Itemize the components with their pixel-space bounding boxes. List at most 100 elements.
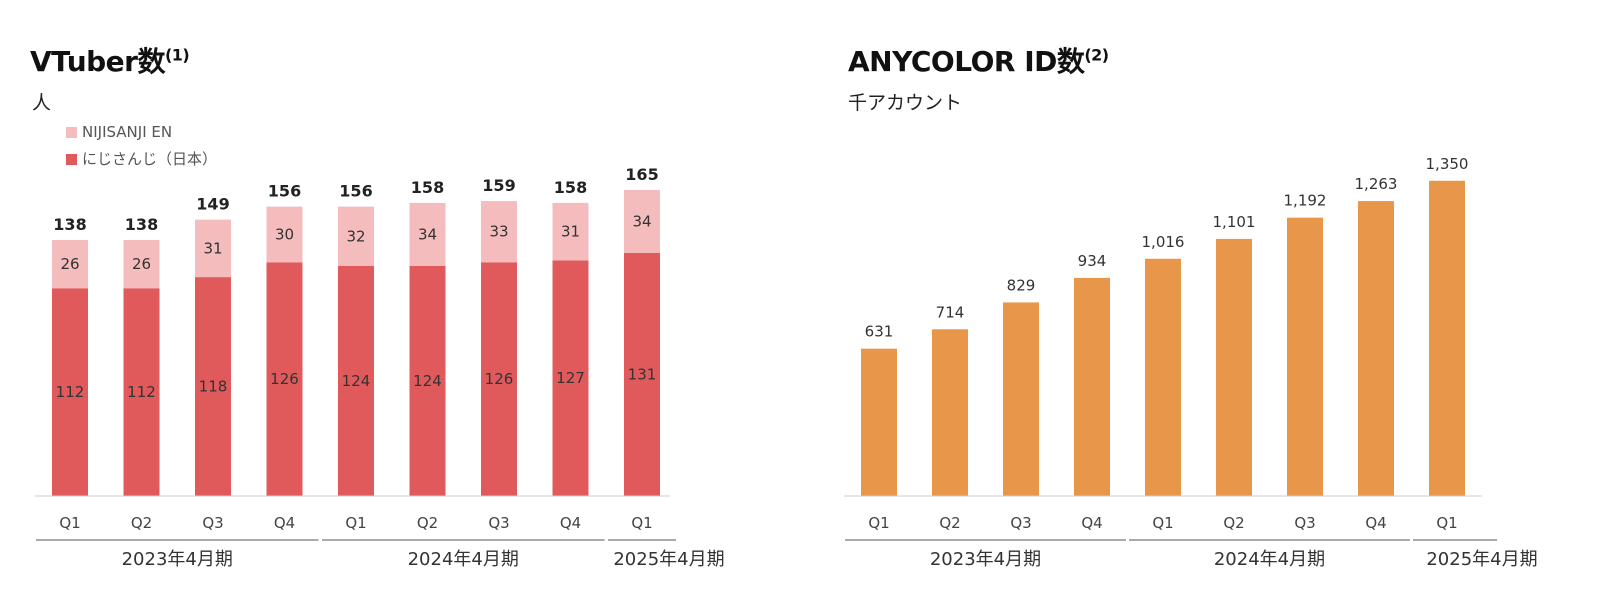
data-label-en: 26: [132, 255, 151, 273]
data-label-en: 31: [561, 223, 580, 241]
anycolor-chart-title: ANYCOLOR ID数(2): [848, 40, 1109, 80]
total-label: 149: [196, 195, 229, 214]
bar-nijisanji-jp: [338, 265, 374, 496]
x-tick-label: Q3: [1010, 514, 1031, 532]
data-label-en: 31: [203, 239, 222, 257]
data-label-jp: 118: [199, 378, 228, 396]
bar-nijisanji-en: [52, 240, 88, 289]
total-label: 156: [268, 182, 301, 201]
x-tick-label: Q3: [1294, 514, 1315, 532]
vtuber-chart-title: VTuber数(1): [30, 40, 190, 80]
bar-anycolor-id: [1074, 277, 1110, 496]
legend-label-en: NIJISANJI EN: [82, 123, 173, 141]
data-label-jp: 112: [56, 383, 85, 401]
x-tick-label: Q4: [274, 514, 295, 532]
data-label-en: 30: [275, 225, 294, 243]
period-label: 2023年4月期: [122, 549, 233, 570]
total-label: 159: [482, 176, 515, 195]
vtuber-title-note: (1): [164, 45, 190, 65]
data-label: 631: [865, 323, 894, 341]
legend-item-nijisanji-jp: にじさんじ（日本）: [66, 148, 217, 169]
period-label: 2025年4月期: [613, 549, 724, 570]
bar-anycolor-id: [1358, 201, 1394, 497]
bar-nijisanji-jp: [52, 288, 88, 496]
anycolor-title-note: (2): [1084, 45, 1109, 65]
bar-nijisanji-en: [481, 201, 517, 263]
data-label-jp: 131: [628, 365, 657, 383]
legend-swatch-jp: [66, 154, 77, 165]
bar-nijisanji-en: [552, 202, 589, 261]
period-label: 2023年4月期: [930, 549, 1041, 570]
vtuber-unit-label: 人: [32, 92, 52, 114]
anycolor-id-chart-panel: ANYCOLOR ID数(2) 千アカウント 631 714 829 934 1,016…: [830, 0, 1600, 593]
x-tick-label: Q4: [1365, 514, 1386, 532]
legend-item-nijisanji-en: NIJISANJI EN: [66, 123, 172, 141]
data-label: 829: [1007, 276, 1036, 294]
data-label-jp: 126: [485, 370, 514, 388]
x-tick-label: Q1: [868, 514, 889, 532]
bar-anycolor-id: [1145, 258, 1181, 496]
total-label: 158: [411, 178, 444, 197]
vtuber-title-text: VTuber数: [30, 45, 165, 78]
bar-nijisanji-en: [338, 206, 374, 266]
bar-nijisanji-en: [409, 202, 446, 266]
bar-anycolor-id: [1287, 217, 1323, 496]
bar-anycolor-id: [1216, 238, 1252, 496]
data-label: 714: [936, 303, 965, 321]
data-label-jp: 126: [270, 370, 299, 388]
period-label: 2025年4月期: [1426, 549, 1537, 570]
x-tick-label: Q1: [1152, 514, 1173, 532]
total-label: 138: [125, 215, 158, 234]
x-tick-label: Q1: [345, 514, 366, 532]
x-tick-label: Q4: [1081, 514, 1102, 532]
bar-nijisanji-en: [266, 206, 303, 263]
anycolor-id-bar-chart: 631 714 829 934 1,016 1,101 1,192 1,263 1,350 Q1 Q…: [844, 155, 1538, 570]
total-label: 165: [625, 165, 658, 184]
bar-anycolor-id: [1429, 180, 1465, 496]
bar-nijisanji-en: [123, 240, 160, 289]
total-label: 158: [554, 178, 587, 197]
legend-label-jp: にじさんじ（日本）: [82, 150, 218, 168]
bar-nijisanji-jp: [195, 277, 231, 496]
x-tick-label: Q3: [202, 514, 223, 532]
bar-anycolor-id: [861, 348, 897, 496]
x-tick-label: Q2: [1223, 514, 1244, 532]
bar-nijisanji-jp: [409, 265, 446, 496]
data-label-en: 33: [489, 223, 508, 241]
x-tick-label: Q2: [131, 514, 152, 532]
x-tick-label: Q1: [59, 514, 80, 532]
bar-nijisanji-jp: [123, 288, 160, 496]
data-label-en: 26: [60, 255, 79, 273]
data-label: 1,350: [1426, 155, 1469, 173]
bar-nijisanji-jp: [552, 260, 589, 496]
data-label-jp: 124: [342, 372, 371, 390]
data-label: 1,263: [1355, 175, 1398, 193]
anycolor-unit-label: 千アカウント: [848, 92, 963, 114]
data-label-jp: 127: [556, 369, 585, 387]
period-label: 2024年4月期: [1214, 549, 1325, 570]
total-label: 156: [339, 182, 372, 201]
x-tick-label: Q1: [1436, 514, 1457, 532]
data-label-jp: 124: [413, 372, 442, 390]
data-label-en: 34: [632, 212, 651, 230]
bar-anycolor-id: [932, 329, 968, 496]
x-tick-label: Q3: [488, 514, 509, 532]
data-label: 1,016: [1142, 233, 1185, 251]
vtuber-stacked-bar-chart: 112 26 138 112 26 138 118 31 149 126 30 156 124 32 156…: [35, 165, 725, 570]
legend-swatch-en: [66, 127, 77, 138]
data-label: 1,101: [1213, 213, 1256, 231]
period-label: 2024年4月期: [408, 549, 519, 570]
bar-nijisanji-en: [624, 189, 660, 253]
x-tick-label: Q2: [939, 514, 960, 532]
data-label-jp: 112: [127, 383, 156, 401]
bar-nijisanji-jp: [481, 262, 517, 496]
bar-nijisanji-jp: [266, 262, 303, 496]
data-label: 934: [1078, 252, 1107, 270]
data-label: 1,192: [1284, 192, 1327, 210]
bar-nijisanji-en: [195, 219, 231, 278]
total-label: 138: [53, 215, 86, 234]
vtuber-chart-panel: VTuber数(1) 人 NIJISANJI EN にじさんじ（日本） 112 2…: [30, 40, 725, 570]
x-tick-label: Q1: [631, 514, 652, 532]
data-label-en: 34: [418, 225, 437, 243]
x-tick-label: Q2: [417, 514, 438, 532]
